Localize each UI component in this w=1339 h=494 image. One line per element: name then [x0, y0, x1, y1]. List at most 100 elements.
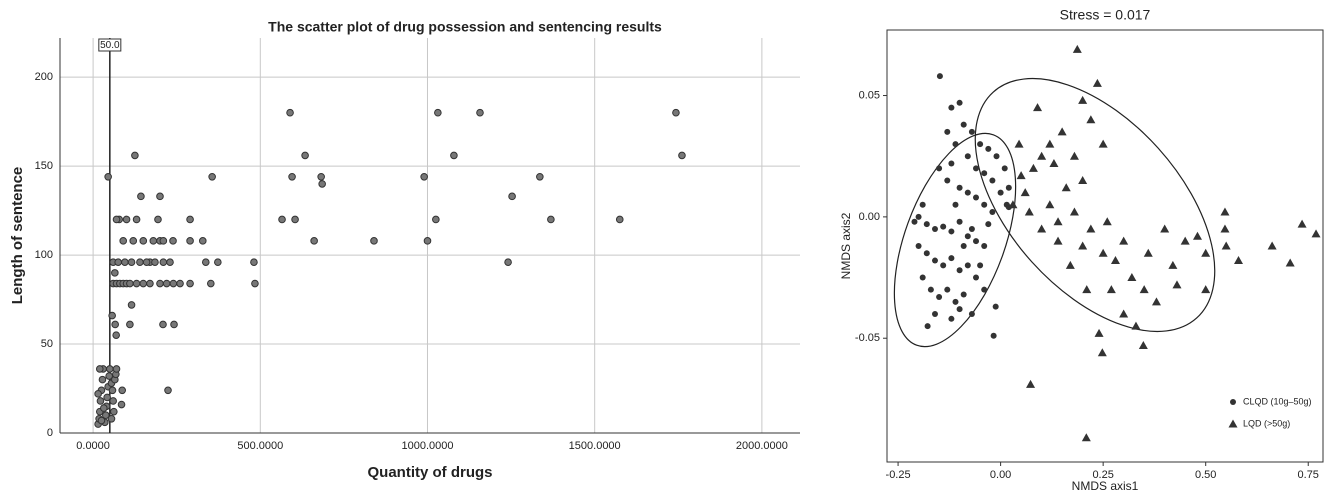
point [98, 375, 107, 384]
point [615, 215, 624, 224]
point [960, 291, 967, 298]
point [1037, 224, 1047, 233]
point [936, 293, 943, 300]
point [1061, 183, 1071, 192]
point [370, 237, 378, 245]
point [927, 286, 934, 293]
point [1131, 321, 1141, 330]
legend-marker [1230, 399, 1236, 405]
point [1180, 236, 1190, 245]
point [104, 172, 112, 181]
x-tick-label: 2000.0000 [736, 440, 788, 452]
x-tick-label: 0.25 [1092, 469, 1113, 481]
point [126, 320, 134, 329]
point [923, 221, 930, 228]
point [915, 243, 922, 249]
x-tick-label: 0.00 [990, 469, 1011, 481]
point [103, 393, 111, 402]
point [968, 226, 975, 233]
point [960, 243, 967, 249]
point [106, 365, 114, 373]
legend-marker [1228, 419, 1238, 428]
point [1172, 280, 1182, 289]
point [176, 279, 184, 288]
point [981, 170, 988, 177]
point [1016, 171, 1026, 180]
point [476, 108, 484, 117]
point [162, 279, 171, 288]
point [208, 172, 216, 181]
point [1005, 184, 1012, 191]
point [968, 310, 975, 317]
point [119, 237, 127, 245]
point [149, 237, 158, 245]
point [940, 223, 947, 230]
point [973, 274, 980, 281]
point [997, 189, 1004, 196]
point [164, 386, 172, 395]
point [198, 237, 207, 245]
point [434, 108, 442, 117]
x-tick-label: 1500.0000 [569, 440, 621, 452]
point [931, 257, 938, 264]
point [132, 215, 141, 224]
point [310, 237, 318, 245]
point [105, 372, 113, 380]
point [1053, 236, 1063, 245]
point [956, 306, 963, 313]
point [1069, 151, 1079, 160]
point [1094, 328, 1104, 337]
point [956, 184, 963, 191]
point [420, 172, 428, 181]
point [1078, 95, 1088, 104]
point [1026, 379, 1036, 388]
point [964, 233, 971, 240]
chart-title: Stress = 0.017 [1060, 7, 1151, 23]
point [948, 228, 955, 235]
point [924, 323, 931, 330]
point [186, 279, 194, 288]
point [1082, 285, 1092, 294]
point [121, 258, 129, 266]
point [118, 386, 126, 395]
point [156, 192, 164, 201]
point [1127, 273, 1137, 282]
point [948, 160, 955, 167]
point [547, 215, 555, 224]
point [201, 258, 210, 266]
point [95, 365, 104, 373]
point [915, 213, 922, 220]
point [127, 258, 136, 266]
point [1119, 309, 1129, 318]
point [1057, 127, 1067, 136]
point [139, 237, 148, 245]
cluster-ellipse [893, 132, 1017, 348]
point [169, 279, 178, 288]
point [1028, 163, 1038, 172]
point [1311, 229, 1321, 238]
point [964, 153, 971, 160]
point [108, 386, 117, 395]
point [1092, 78, 1102, 87]
point [1119, 236, 1129, 245]
point [1221, 241, 1231, 250]
point [1072, 44, 1082, 53]
point [1008, 200, 1018, 209]
x-axis-label: Quantity of drugs [368, 464, 493, 481]
point [1065, 260, 1075, 269]
point [944, 286, 951, 293]
point [931, 310, 938, 317]
point [504, 258, 512, 266]
point [142, 258, 151, 266]
point [1098, 248, 1108, 257]
point [1285, 258, 1295, 267]
point [536, 172, 544, 181]
y-tick-label: -0.05 [855, 332, 880, 344]
point [1078, 241, 1088, 250]
cluster-ellipse [974, 77, 1216, 333]
point [678, 151, 686, 160]
point [981, 243, 988, 249]
y-tick-label: 100 [35, 249, 53, 261]
point [1102, 217, 1112, 226]
